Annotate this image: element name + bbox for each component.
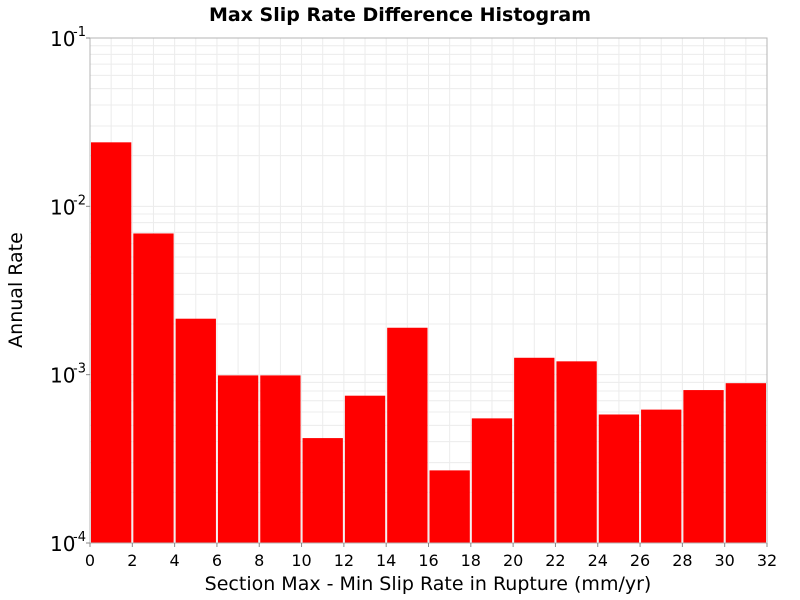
histogram-bar bbox=[344, 395, 386, 543]
y-tick-exponent: -1 bbox=[73, 25, 86, 40]
x-tick-label: 18 bbox=[461, 551, 481, 570]
histogram-bar bbox=[683, 390, 724, 543]
histogram-bar bbox=[175, 318, 216, 543]
histogram-bar bbox=[387, 327, 428, 543]
histogram-bar bbox=[260, 375, 301, 543]
x-tick-label: 4 bbox=[170, 551, 180, 570]
x-tick-label: 2 bbox=[127, 551, 137, 570]
histogram-bar bbox=[133, 233, 174, 544]
x-tick-label: 32 bbox=[757, 551, 777, 570]
y-tick-label: 10 bbox=[50, 364, 75, 388]
bars bbox=[91, 142, 766, 544]
x-tick-label: 26 bbox=[630, 551, 650, 570]
y-tick-exponent: -3 bbox=[73, 362, 86, 377]
histogram-bar bbox=[598, 414, 640, 543]
x-tick-label: 8 bbox=[254, 551, 264, 570]
histogram-bar bbox=[471, 418, 513, 543]
x-tick-label: 6 bbox=[212, 551, 222, 570]
x-tick-label: 22 bbox=[545, 551, 565, 570]
histogram-bar bbox=[556, 361, 597, 543]
chart-title: Max Slip Rate Difference Histogram bbox=[209, 4, 591, 26]
y-axis-ticks: 10-410-310-210-1 bbox=[50, 25, 90, 556]
y-tick-exponent: -2 bbox=[73, 193, 86, 208]
y-tick-exponent: -4 bbox=[73, 530, 86, 545]
histogram-bar bbox=[217, 375, 259, 543]
x-tick-label: 20 bbox=[503, 551, 523, 570]
histogram-bar bbox=[514, 357, 555, 543]
histogram-bar bbox=[641, 409, 682, 543]
histogram-bar bbox=[302, 438, 343, 543]
x-tick-label: 12 bbox=[334, 551, 354, 570]
y-tick-label: 10 bbox=[50, 27, 75, 51]
histogram-bar bbox=[429, 470, 470, 543]
x-axis-ticks: 0 2 4 6 8 10 12 14 16 18 20 22 24 26 28 30 32 bbox=[85, 543, 777, 570]
x-tick-label: 28 bbox=[672, 551, 692, 570]
x-tick-label: 0 bbox=[85, 551, 95, 570]
y-axis-label: Annual Rate bbox=[5, 232, 27, 348]
x-tick-label: 30 bbox=[715, 551, 735, 570]
x-axis-label: Section Max - Min Slip Rate in Rupture (… bbox=[205, 573, 652, 595]
histogram-bar bbox=[91, 142, 132, 543]
x-tick-label: 24 bbox=[588, 551, 608, 570]
histogram-bar bbox=[725, 383, 766, 543]
y-tick-label: 10 bbox=[50, 532, 75, 556]
x-tick-label: 14 bbox=[376, 551, 396, 570]
y-tick-label: 10 bbox=[50, 195, 75, 219]
x-tick-label: 16 bbox=[418, 551, 438, 570]
x-tick-label: 10 bbox=[291, 551, 311, 570]
